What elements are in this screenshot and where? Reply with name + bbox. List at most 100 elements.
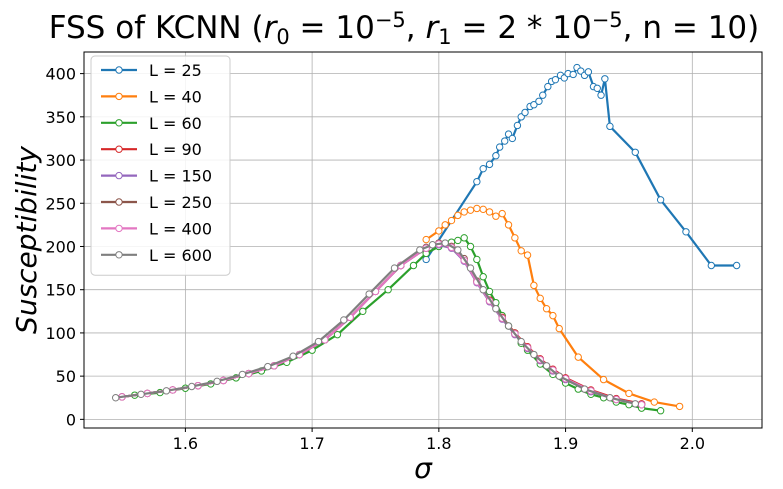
data-point (536, 294, 544, 303)
legend-label: L = 250 (149, 193, 212, 212)
data-point (264, 362, 272, 371)
data-point (162, 387, 171, 395)
x-axis-label: σ (414, 452, 433, 485)
data-point (580, 385, 589, 393)
data-point (650, 398, 658, 406)
legend-label: L = 150 (149, 167, 212, 186)
legend-swatch-marker (115, 119, 123, 127)
data-point (466, 242, 475, 251)
data-point (495, 143, 504, 151)
data-point (530, 101, 538, 109)
data-point (523, 251, 532, 259)
title-part: , (406, 10, 426, 46)
title-part: = 2 * 10 (452, 10, 592, 46)
data-point (549, 311, 557, 320)
data-point (606, 394, 614, 402)
series-0 (422, 63, 741, 270)
data-point (732, 261, 741, 270)
legend-swatch-marker (115, 66, 123, 74)
data-point (441, 221, 449, 229)
title-part: r (264, 10, 279, 46)
data-point (479, 164, 487, 173)
title-text: FSS of KCNN (r0 = 10−5, r1 = 2 * 10−5, n… (49, 8, 760, 49)
legend-label: L = 40 (149, 87, 202, 106)
y-tick-label: 300 (45, 151, 76, 170)
title-part: , n = 10) (623, 10, 760, 46)
data-point (492, 152, 500, 160)
data-point (606, 122, 614, 131)
data-point (517, 247, 525, 255)
data-point (314, 337, 323, 346)
axis-ticks: 1.6 1.7 1.8 1.9 2.0 0 50 100 150 200 250 300 350 400 (45, 65, 705, 453)
x-tick-label: 1.9 (553, 434, 578, 453)
data-point (593, 84, 601, 93)
data-point (675, 402, 684, 411)
data-point (513, 121, 522, 130)
data-point (479, 273, 487, 281)
data-point (340, 316, 348, 324)
data-point (530, 281, 538, 290)
legend-label: L = 60 (149, 114, 202, 133)
data-point (454, 236, 462, 245)
data-point (599, 375, 608, 384)
title-part: −5 (375, 8, 406, 32)
legend-swatch-marker (115, 251, 123, 259)
data-point (111, 394, 120, 402)
data-point (479, 205, 487, 214)
data-point (656, 407, 665, 415)
legend-label: L = 600 (149, 246, 212, 265)
title-part: FSS of KCNN ( (49, 10, 264, 46)
y-tick-label: 100 (45, 324, 76, 343)
data-point (447, 216, 456, 225)
data-point (601, 75, 609, 83)
legend-label: L = 25 (149, 61, 202, 80)
data-point (188, 382, 196, 391)
legend-swatch-marker (115, 224, 123, 233)
data-point (454, 211, 462, 220)
data-point (422, 255, 430, 264)
data-point (551, 75, 560, 84)
x-tick-label: 1.7 (299, 434, 324, 453)
data-point (390, 264, 399, 272)
title-part: 0 (276, 25, 289, 49)
y-tick-label: 200 (45, 237, 76, 256)
legend-swatch-marker (115, 198, 123, 206)
data-point (530, 350, 538, 359)
title-part: 1 (438, 25, 451, 49)
series-line (425, 66, 737, 267)
data-point (460, 208, 468, 216)
legend-swatch-marker (115, 145, 123, 153)
data-point (473, 177, 481, 186)
x-tick-label: 2.0 (680, 434, 705, 453)
y-axis-label: Susceptibility (10, 146, 43, 334)
data-point (479, 286, 487, 294)
data-point (511, 234, 519, 242)
title-part: = 10 (290, 10, 375, 46)
y-tick-label: 0 (66, 410, 76, 429)
data-point (501, 137, 509, 145)
data-point (625, 389, 633, 398)
y-tick-label: 250 (45, 194, 76, 213)
data-point (485, 208, 494, 216)
title-part: r (426, 10, 441, 46)
data-point (555, 324, 563, 333)
data-point (631, 400, 639, 408)
data-point (521, 108, 529, 117)
data-point (707, 261, 716, 270)
data-point (542, 305, 551, 313)
data-point (384, 286, 392, 294)
data-point (631, 148, 639, 156)
data-point (441, 239, 449, 247)
data-point (466, 264, 475, 272)
y-tick-label: 350 (45, 108, 76, 127)
legend-swatch-marker (115, 92, 123, 101)
y-tick-label: 50 (56, 367, 76, 386)
data-point (333, 330, 342, 339)
data-point (504, 221, 513, 229)
data-point (597, 91, 605, 99)
data-point (422, 235, 430, 244)
data-point (409, 261, 418, 270)
data-point (365, 290, 373, 298)
data-point (539, 91, 547, 99)
